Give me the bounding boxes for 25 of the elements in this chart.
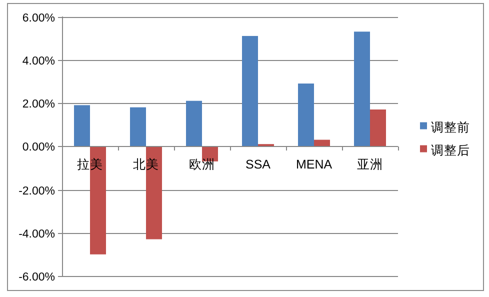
y-tick-label: -2.00% xyxy=(18,186,55,198)
y-tick-label: 6.00% xyxy=(22,12,55,24)
y-tick-label: 4.00% xyxy=(22,56,55,68)
bar xyxy=(130,107,146,146)
bar xyxy=(354,32,370,146)
bar xyxy=(370,109,386,146)
bar xyxy=(186,100,202,146)
x-tick-label: 欧洲 xyxy=(189,158,215,172)
bar xyxy=(90,146,106,254)
x-tick-label: MENA xyxy=(296,158,333,172)
x-tick-label: 拉美 xyxy=(77,156,103,172)
legend-label: 调整后 xyxy=(431,143,470,158)
y-tick-label: -6.00% xyxy=(18,272,55,284)
bar xyxy=(298,84,314,146)
y-tick-label: 2.00% xyxy=(22,98,55,110)
y-tick-label: 0.00% xyxy=(22,142,55,154)
bar xyxy=(242,36,258,146)
y-tick-label: -4.00% xyxy=(18,228,55,240)
legend-label: 调整前 xyxy=(431,120,470,134)
x-tick-label: 亚洲 xyxy=(357,158,383,172)
bar xyxy=(146,146,162,240)
x-tick-label: 北美 xyxy=(133,156,159,172)
bar xyxy=(74,105,90,146)
bar xyxy=(314,140,330,146)
x-tick-label: SSA xyxy=(245,158,272,172)
